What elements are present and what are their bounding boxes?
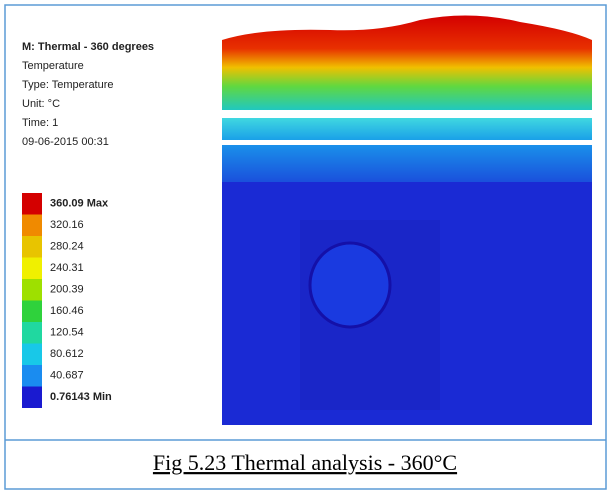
legend-swatch bbox=[22, 258, 42, 280]
legend-label: 40.687 bbox=[50, 370, 84, 382]
header-line: Type: Temperature bbox=[22, 79, 114, 91]
legend-swatch bbox=[22, 365, 42, 387]
figure: M: Thermal - 360 degrees Temperature Type… bbox=[0, 0, 612, 494]
legend-label: 320.16 bbox=[50, 219, 84, 231]
legend-label: 200.39 bbox=[50, 284, 84, 296]
legend-swatch bbox=[22, 322, 42, 344]
header-line: Temperature bbox=[22, 60, 84, 72]
legend-swatch bbox=[22, 301, 42, 323]
ring-land-2 bbox=[222, 145, 592, 182]
ring-land-1 bbox=[222, 118, 592, 140]
result-title: M: Thermal - 360 degrees bbox=[22, 41, 154, 53]
legend-label: 280.24 bbox=[50, 241, 84, 253]
legend-label: 80.612 bbox=[50, 348, 84, 360]
legend-label: 120.54 bbox=[50, 327, 84, 339]
header-line: Time: 1 bbox=[22, 117, 58, 129]
header-line: 09-06-2015 00:31 bbox=[22, 136, 109, 148]
legend-swatch bbox=[22, 387, 42, 409]
legend-label: 0.76143 Min bbox=[50, 391, 112, 403]
legend-swatch bbox=[22, 193, 42, 215]
legend-label: 360.09 Max bbox=[50, 198, 109, 210]
header-line: Unit: °C bbox=[22, 98, 60, 110]
legend-swatch bbox=[22, 236, 42, 258]
pin-hole bbox=[310, 243, 390, 327]
page: M: Thermal - 360 degrees Temperature Type… bbox=[0, 0, 612, 494]
legend-swatch bbox=[22, 215, 42, 237]
piston-render bbox=[222, 15, 592, 425]
legend-label: 240.31 bbox=[50, 262, 84, 274]
legend-swatch bbox=[22, 344, 42, 366]
legend-swatch bbox=[22, 279, 42, 301]
caption: Fig 5.23 Thermal analysis - 360°C bbox=[153, 450, 457, 475]
legend-label: 160.46 bbox=[50, 305, 84, 317]
